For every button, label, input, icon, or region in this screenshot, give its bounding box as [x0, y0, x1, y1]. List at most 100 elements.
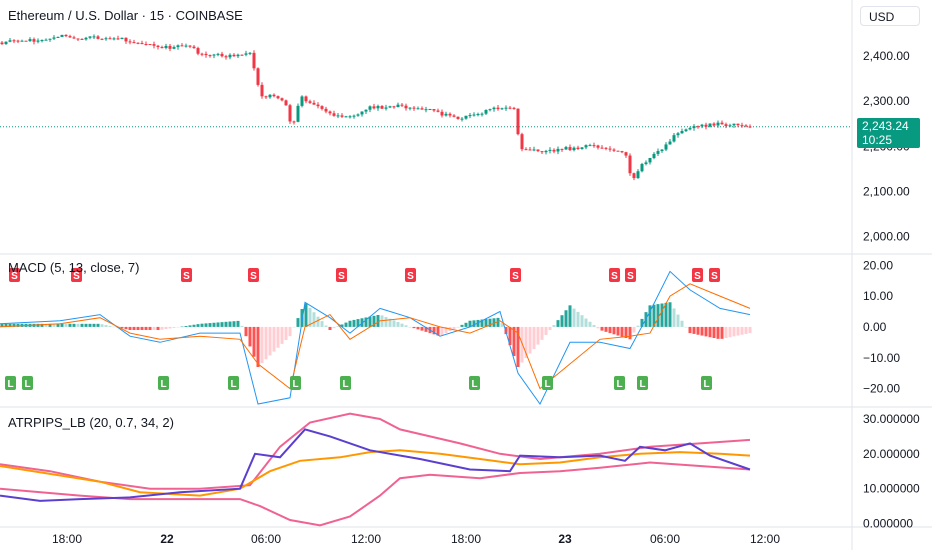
long-signal-badge [701, 376, 712, 390]
candle-body [580, 147, 584, 149]
candle-body [180, 45, 184, 47]
macd-histogram-bar [508, 326, 512, 346]
candle-body [104, 38, 108, 40]
macd-histogram-bar [652, 304, 656, 327]
candle-body [208, 55, 212, 57]
candle-body [488, 109, 492, 111]
candle-body [544, 150, 548, 153]
candle-body [460, 118, 464, 120]
macd-histogram-bar [568, 305, 572, 327]
candle-body [664, 144, 668, 150]
candle-body [412, 107, 416, 109]
sell-signal-badge [625, 268, 636, 282]
macd-histogram-bar [544, 326, 548, 335]
candle-body [248, 52, 252, 54]
macd-histogram-bar [316, 316, 320, 327]
macd-histogram-bar [284, 326, 288, 341]
macd-histogram-bar [728, 326, 732, 338]
candle-body [436, 110, 440, 112]
candle-body [84, 37, 88, 40]
candle-body [432, 109, 436, 111]
x-tick-label: 12:00 [351, 532, 381, 546]
candle-body [24, 40, 28, 42]
candle-body [252, 52, 256, 69]
candle-body [536, 149, 540, 152]
macd-histogram-bar [480, 319, 484, 327]
candle-body [688, 128, 692, 130]
candle-body [696, 126, 700, 128]
macd-histogram-bar [420, 326, 424, 331]
candle-body [516, 108, 520, 135]
long-signal-label: L [7, 379, 13, 390]
candle-body [496, 107, 500, 110]
candle-body [68, 36, 72, 38]
macd-histogram-bar [352, 319, 356, 327]
macd-histogram-bar [80, 323, 84, 327]
sell-signal-badge [248, 268, 259, 282]
sell-signal-badge [71, 268, 82, 282]
candle-body [188, 45, 192, 47]
macd-histogram-bar [712, 326, 716, 339]
macd-histogram-bar [292, 326, 296, 328]
candle-body [288, 105, 292, 122]
macd-histogram-bar [272, 326, 276, 352]
candle-body [20, 40, 24, 42]
candle-body [148, 44, 152, 46]
candle-body [644, 162, 648, 165]
candle-body [40, 40, 44, 42]
last-price-value: 2,243.24 [862, 119, 909, 133]
long-signal-badge [228, 376, 239, 390]
macd-histogram-bar [148, 326, 152, 330]
symbol-title[interactable]: Ethereum / U.S. Dollar · 15 · COINBASE [8, 8, 243, 23]
macd-histogram-bar [588, 321, 592, 327]
candle-body [388, 106, 392, 108]
macd-histogram-bar [636, 325, 640, 327]
atr-price-line [0, 428, 751, 502]
macd-histogram-bar [328, 326, 332, 330]
macd-histogram-bar [424, 326, 428, 332]
macd-histogram-bar [256, 326, 260, 367]
macd-histogram-bar [732, 326, 736, 337]
macd-histogram-bar [596, 326, 600, 329]
sell-signal-badge [709, 268, 720, 282]
macd-histogram-bar [668, 302, 672, 327]
y-tick-label: 2,400.00 [863, 49, 910, 63]
macd-histogram-bar [372, 315, 376, 327]
candle-body [192, 46, 196, 49]
macd-histogram-bar [136, 326, 140, 330]
candle-body [464, 115, 468, 119]
macd-histogram-bar [12, 323, 16, 327]
macd-histogram-bar [340, 324, 344, 327]
macd-histogram-bar [708, 326, 712, 338]
candle-body [480, 113, 484, 115]
macd-histogram-bar [724, 326, 728, 339]
candle-body [672, 135, 676, 142]
macd-histogram-bar [648, 305, 652, 327]
candle-body [632, 173, 636, 179]
x-tick-label: 23 [558, 532, 572, 546]
x-tick-label: 06:00 [251, 532, 281, 546]
macd-histogram-bar [536, 326, 540, 345]
candle-body [524, 149, 528, 151]
long-signal-badge [158, 376, 169, 390]
macd-histogram-bar [92, 323, 96, 327]
macd-histogram-bar [492, 318, 496, 327]
y-tick-label: 10.00 [863, 289, 893, 303]
macd-histogram-bar [308, 307, 312, 327]
sell-signal-label: S [73, 271, 80, 282]
candle-body [680, 131, 684, 134]
macd-histogram-bar [108, 325, 112, 327]
macd-histogram-bar [468, 320, 472, 327]
candle-body [132, 42, 136, 44]
candle-body [336, 115, 340, 117]
macd-histogram-bar [132, 326, 136, 330]
y-tick-label: 2,300.00 [863, 94, 910, 108]
candle-body [636, 171, 640, 179]
currency-button[interactable]: USD [860, 6, 920, 26]
candle-body [440, 111, 444, 116]
candle-body [600, 147, 604, 149]
macd-histogram-bar [164, 326, 168, 330]
candle-body [596, 145, 600, 148]
macd-histogram-bar [0, 323, 4, 327]
